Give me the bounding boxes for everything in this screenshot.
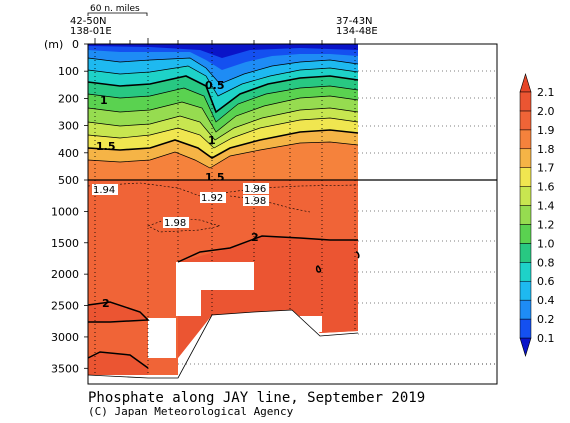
upper-contour-lines [87, 57, 359, 169]
contour-label: 1.92 [201, 193, 223, 204]
y-tick-label: 200 [58, 92, 79, 105]
colorbar-label: 1.0 [537, 237, 555, 250]
colorbar-bottom-arrow [519, 337, 532, 358]
colorbar-swatch [519, 243, 532, 263]
contour-label: 1.98 [164, 218, 186, 229]
right-station-lat: 37-43N [336, 16, 373, 27]
colorbar-swatch [519, 186, 532, 206]
y-tick-label: 1500 [51, 237, 79, 250]
colorbar-label: 0.4 [537, 294, 555, 307]
colorbar-label: 0.1 [537, 332, 555, 345]
y-tick-label: 2000 [51, 268, 79, 281]
contour-label: 1.94 [93, 185, 115, 196]
colorbar-label: 1.4 [537, 200, 555, 213]
right-station-lon: 134-48E [336, 26, 378, 37]
colorbar-label: 1.2 [537, 218, 555, 231]
colorbar-label: 1.9 [537, 124, 555, 137]
plot-frame [87, 43, 498, 385]
colorbar-top-arrow [519, 72, 532, 93]
chart-title: Phosphate along JAY line, September 2019 [88, 390, 425, 406]
contour-label: 1.5 [96, 140, 116, 153]
colorbar-swatch [519, 224, 532, 244]
y-tick-label: 500 [58, 174, 79, 187]
y-tick-label: 300 [58, 120, 79, 133]
contour-label: 1.96 [244, 184, 266, 195]
upper-contour-major [87, 75, 359, 159]
colorbar-swatch [519, 205, 532, 225]
no-data-block [176, 262, 254, 290]
y-tick-label: 1000 [51, 205, 79, 218]
colorbar-label: 2.0 [537, 105, 555, 118]
colorbar-swatch [519, 299, 532, 320]
distance-scale-label: 60 n. miles [90, 4, 140, 14]
colorbar: 0.1 0.2 0.4 0.6 0.8 1.0 1.2 1.4 1.6 1.7 1.8 1.9 2.0 2… [519, 72, 555, 358]
left-station-lon: 138-01E [70, 26, 112, 37]
colorbar-label: 2.1 [537, 86, 555, 99]
contour-label: 1 [100, 94, 108, 107]
lower-contour-labels: 1.94 1.92 1.96 1.98 1.98 2 2 [92, 183, 269, 310]
no-data-block [148, 318, 176, 358]
chart-credit: (C) Japan Meteorological Agency [88, 405, 294, 418]
y-axis: 0 100 200 300 400 500 1000 1500 2000 2500 3000 3500 [51, 38, 88, 375]
distance-scale-bar [87, 12, 148, 16]
station-ticks [94, 38, 356, 44]
colorbar-swatch [519, 148, 532, 168]
no-data-block [300, 316, 322, 332]
y-tick-label: 100 [58, 65, 79, 78]
lower-band-2.0-left [88, 302, 148, 322]
station-header: 42-50N 138-01E 37-43N 134-48E 60 n. mile… [70, 4, 378, 44]
no-data-block [176, 290, 201, 316]
lower-solid-contours [87, 235, 360, 369]
upper-band-0.2 [88, 44, 358, 58]
contour-label: 0.5 [205, 79, 225, 92]
colorbar-swatch [519, 262, 532, 282]
left-station-lat: 42-50N [70, 16, 107, 27]
colorbar-swatch [519, 91, 532, 112]
y-tick-label: 3500 [51, 362, 79, 375]
colorbar-swatch [519, 129, 532, 150]
lower-station-lines [94, 180, 356, 375]
y-tick-label: 3000 [51, 331, 79, 344]
y-tick-label: 2500 [51, 300, 79, 313]
upper-station-lines [94, 44, 356, 180]
y-axis-label: (m) [44, 38, 63, 51]
lower-panel: 1.94 1.92 1.96 1.98 1.98 2 2 [87, 180, 497, 379]
contour-label: 2 [251, 231, 259, 244]
contour-label: 1.98 [244, 196, 266, 207]
y-tick-label: 400 [58, 147, 79, 160]
colorbar-swatch [519, 167, 532, 187]
y-tick-label: 0 [72, 38, 79, 51]
colorbar-label: 1.8 [537, 143, 555, 156]
upper-panel: 0.5 1 1.5 1 1.5 [87, 44, 497, 184]
colorbar-label: 1.6 [537, 181, 555, 194]
colorbar-label: 0.8 [537, 256, 555, 269]
colorbar-swatch [519, 318, 532, 339]
colorbar-label: 0.2 [537, 313, 555, 326]
colorbar-swatch [519, 110, 532, 131]
contour-label: 2 [102, 297, 110, 310]
colorbar-swatch [519, 280, 532, 301]
colorbar-label: 0.6 [537, 275, 555, 288]
colorbar-label: 1.7 [537, 162, 555, 175]
bottom-topography [87, 309, 359, 379]
